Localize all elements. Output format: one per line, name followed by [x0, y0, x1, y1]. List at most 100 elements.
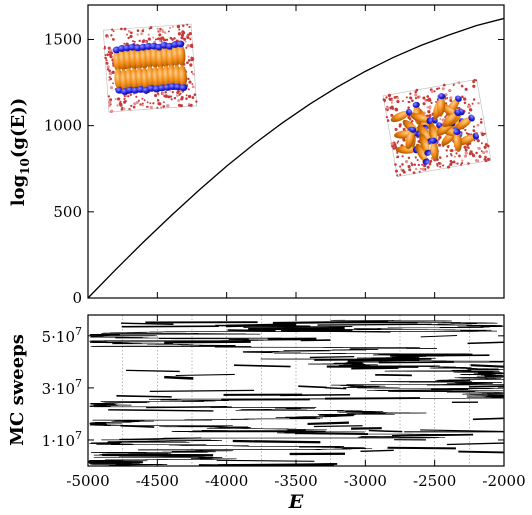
solvent-particle — [394, 163, 397, 166]
solvent-particle — [438, 143, 442, 147]
walk-dense-segment — [313, 425, 363, 428]
solvent-particle — [449, 96, 453, 100]
solvent-particle — [146, 101, 149, 104]
solvent-particle — [402, 100, 404, 103]
solvent-particle — [180, 36, 184, 40]
solvent-particle — [180, 95, 184, 99]
solvent-particle — [477, 101, 480, 105]
solvent-particle — [439, 118, 442, 121]
solvent-particle — [106, 35, 110, 38]
solvent-particle — [185, 94, 188, 97]
mesogen-head — [406, 108, 413, 116]
solvent-particle — [455, 152, 458, 155]
density-of-states-curve — [87, 17, 505, 299]
solvent-particle — [452, 160, 456, 164]
solvent-particle — [160, 106, 163, 109]
solvent-particle — [107, 95, 110, 98]
solvent-particle — [162, 101, 165, 104]
solvent-particle — [438, 87, 441, 90]
solvent-particle — [124, 99, 127, 103]
solvent-particle — [187, 94, 192, 99]
solvent-particle — [162, 105, 166, 108]
solvent-particle — [394, 169, 398, 173]
mesogen-head — [454, 109, 461, 117]
solvent-particle — [109, 98, 113, 102]
solvent-particle — [122, 107, 126, 111]
walk-dense-segment — [248, 326, 345, 331]
solvent-particle — [422, 96, 426, 100]
solvent-particle — [438, 156, 442, 159]
mesogen-head — [412, 101, 420, 108]
solvent-particle — [138, 39, 141, 43]
solvent-particle — [392, 147, 396, 150]
solvent-particle — [178, 93, 181, 96]
solvent-particle — [126, 33, 129, 36]
solvent-particle — [120, 108, 123, 111]
solvent-particle — [449, 99, 453, 103]
solvent-particle — [186, 61, 189, 65]
bottom-y-tick-label: 1·107 — [42, 429, 82, 450]
solvent-particle — [396, 141, 399, 144]
solvent-particle — [164, 90, 167, 94]
walk-dense-segment — [120, 424, 155, 428]
solvent-particle — [104, 56, 107, 60]
mesogen — [455, 114, 475, 131]
solvent-particle — [430, 101, 433, 104]
solvent-particle — [139, 103, 142, 106]
solvent-particle — [168, 26, 172, 30]
mesogen-body — [415, 143, 428, 162]
solvent-particle — [382, 98, 386, 101]
solvent-particle — [152, 36, 155, 39]
solvent-particle — [385, 116, 389, 119]
solvent-particle — [123, 27, 127, 31]
solvent-particle — [407, 156, 411, 160]
mesogen-body — [390, 111, 410, 123]
solvent-particle — [106, 67, 110, 71]
solvent-particle — [412, 171, 416, 175]
walk-dense-segment — [307, 421, 349, 426]
ordered-snapshot-inset — [102, 23, 198, 113]
solvent-particle — [400, 168, 403, 171]
mesogen — [390, 108, 413, 123]
solvent-particle — [103, 47, 106, 50]
solvent-particle — [466, 105, 471, 109]
solvent-particle — [189, 38, 192, 41]
solvent-particle — [110, 34, 113, 37]
walk-dense-segment — [125, 369, 180, 373]
solvent-particle — [408, 118, 412, 121]
solvent-particle — [402, 138, 406, 142]
solvent-particle — [409, 96, 413, 100]
solvent-particle — [476, 147, 479, 150]
solvent-particle — [476, 159, 480, 163]
solvent-particle — [386, 119, 390, 122]
solvent-particle — [108, 76, 111, 79]
solvent-particle — [190, 56, 193, 60]
solvent-particle — [108, 69, 111, 73]
solvent-particle — [158, 39, 161, 42]
walk-dense-segment — [325, 397, 421, 400]
solvent-particle — [164, 94, 168, 98]
solvent-particle — [484, 155, 487, 159]
solvent-particle — [472, 80, 475, 84]
bottom-panel: 1·107 3·107 5·107 -5000 -4500 -4000 -3500 -300… — [7, 314, 526, 513]
solvent-particle — [128, 108, 131, 110]
bottom-x-tick-label: -2000 — [482, 472, 525, 490]
top-y-tick-label: 1000 — [44, 117, 82, 135]
mesogen — [429, 137, 439, 161]
solvent-particle — [468, 112, 471, 114]
solvent-particle — [135, 95, 138, 98]
solvent-particle — [394, 145, 397, 148]
walk-dense-segment — [216, 459, 315, 462]
solvent-particle — [108, 104, 111, 108]
solvent-particle — [447, 165, 451, 169]
walk-dense-segment — [164, 375, 194, 380]
solvent-particle — [147, 33, 150, 36]
solvent-particle — [108, 100, 112, 104]
solvent-particle — [391, 107, 394, 110]
solvent-particle — [123, 97, 126, 100]
solvent-particle — [191, 85, 195, 89]
bottom-x-tick-label: -2500 — [413, 472, 456, 490]
solvent-particle — [446, 97, 449, 99]
x-axis-title: E — [288, 491, 304, 513]
solvent-particle — [485, 150, 489, 153]
